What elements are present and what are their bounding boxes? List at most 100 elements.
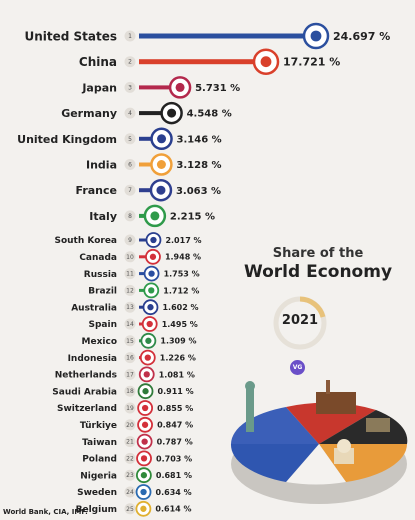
country-label: South Korea [54,236,117,246]
flag-emblem [143,371,150,378]
rank-number: 22 [126,455,134,462]
value-label: 0.614 % [155,505,191,514]
value-label: 24.697 % [333,30,390,43]
rank-badge [124,352,136,364]
country-label: Türkiye [80,421,117,431]
rank-number: 19 [126,405,134,412]
value-label: 1.753 % [164,269,200,278]
flag-emblem [146,320,153,328]
country-label: Indonesia [68,354,117,364]
country-label: Saudi Arabia [52,387,117,397]
rank-number: 7 [128,187,132,194]
country-label: Taiwan [82,438,117,448]
rank-badge [124,184,136,196]
rank-badge [124,107,136,119]
flag-emblem [156,160,166,169]
country-label: Brazil [88,287,117,297]
year-ring-icon [273,296,327,350]
country-label: France [76,184,117,197]
flag-emblem [150,211,160,221]
bar [139,85,181,90]
country-label: Nigeria [80,471,117,481]
rank-number: 20 [126,422,134,429]
rank-number: 10 [126,254,134,261]
panel-title-line1: Share of the [272,246,364,261]
rank-badge [124,234,136,246]
rank-number: 2 [128,59,132,66]
value-label: 1.712 % [163,286,199,295]
flag-emblem [140,505,147,512]
rank-number: 9 [128,237,132,244]
rank-badge [124,301,136,313]
flag-emblem [141,421,149,428]
rank-number: 6 [128,162,132,169]
source-note: World Bank, CIA, IMF. [3,508,88,516]
country-label: Mexico [82,337,117,347]
flag-emblem [145,337,152,344]
flag-emblem [141,438,148,445]
country-label: Sweden [77,488,117,498]
rank-badge [124,486,136,498]
flag-emblem [310,30,322,42]
rank-badge [124,436,136,448]
bar [139,59,267,65]
rank-badge [124,30,136,42]
rank-number: 25 [126,506,134,513]
rank-number: 5 [128,136,132,143]
rank-badge [124,419,136,431]
rank-badge [124,318,136,330]
country-label: United States [24,29,117,43]
value-label: 0.855 % [157,404,193,413]
value-label: 1.226 % [160,353,196,362]
bar [139,111,172,116]
flag-emblem [140,488,147,496]
country-label: Russia [84,270,117,280]
value-label: 0.847 % [157,421,193,430]
country-label: China [79,55,117,69]
flag-emblem [148,270,155,277]
rank-badge [124,81,136,93]
flag-emblem [260,56,272,68]
rank-badge [124,133,136,145]
value-label: 1.081 % [159,370,195,379]
rank-number: 13 [126,304,134,311]
value-label: 3.063 % [176,186,221,197]
value-label: 2.017 % [165,236,201,245]
rank-number: 11 [126,271,134,278]
rank-badge [124,251,136,263]
flag-emblem [141,404,149,412]
flag-emblem [156,185,166,195]
rank-badge [124,452,136,464]
rank-badge [124,284,136,296]
flag-emblem [142,388,149,395]
value-label: 17.721 % [283,56,340,69]
rank-badge [124,402,136,414]
flag-emblem [149,253,157,260]
country-label: Canada [79,253,117,263]
rank-number: 21 [126,439,134,446]
brand-logo-icon: VG [290,360,305,375]
country-label: Italy [89,210,117,223]
value-label: 5.731 % [195,83,240,94]
country-label: Switzerland [57,404,117,414]
country-label: Poland [82,455,117,465]
value-label: 0.634 % [156,488,192,497]
country-label: Australia [71,303,117,313]
year-label: 2021 [281,313,319,328]
bar [139,136,162,141]
value-label: 1.948 % [165,253,201,262]
country-label: United Kingdom [17,133,117,146]
flag-emblem [140,455,148,462]
rank-number: 15 [126,338,134,345]
flag-emblem [157,134,167,144]
rank-number: 4 [128,110,132,117]
pie-illustration-icon [230,380,408,504]
rank-number: 18 [126,388,134,395]
value-label: 0.681 % [156,471,192,480]
rank-badge [124,503,136,515]
rank-badge [124,210,136,222]
value-label: 0.703 % [156,454,192,463]
rank-number: 17 [126,371,134,378]
country-label: Belgium [76,505,117,515]
